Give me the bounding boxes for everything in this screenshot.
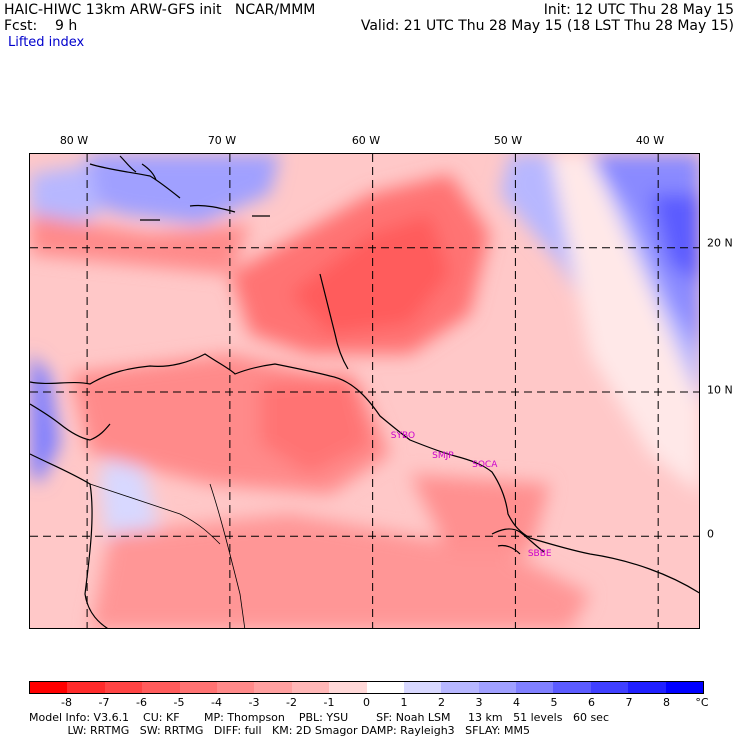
color-scale-swatch <box>216 682 255 693</box>
color-scale-tick-label: 3 <box>475 696 483 709</box>
color-scale-swatch <box>441 682 479 693</box>
color-scale-bar <box>29 681 704 694</box>
init-time: Init: 12 UTC Thu 28 May 15 <box>543 2 734 18</box>
model-info-line-1: Model Info: V3.6.1 CU: KF MP: Thompson P… <box>29 711 609 724</box>
lon-label-80w: 80 W <box>59 134 89 147</box>
color-scale-unit: °C <box>695 696 709 709</box>
color-scale-tick-label: 1 <box>400 696 408 709</box>
color-scale-swatch <box>403 682 442 693</box>
coastline-bahamas <box>119 155 157 181</box>
lat-label-20n: 20 N <box>707 236 733 250</box>
color-scale-swatch <box>254 682 292 693</box>
coastline-central-america <box>30 403 111 441</box>
coastline-cuba <box>89 163 181 199</box>
coastline-amazon-delta <box>491 528 545 555</box>
color-scale-swatch <box>553 682 591 693</box>
color-scale-tick-label: 6 <box>588 696 595 709</box>
lon-label-70w: 70 W <box>207 134 237 147</box>
lifted-index-map <box>29 153 700 629</box>
color-scale-swatch <box>329 682 367 693</box>
station-soca[interactable]: SOCA <box>472 460 498 470</box>
color-scale-swatch <box>516 682 554 693</box>
color-scale-tick-label: 0 <box>363 696 370 709</box>
color-scale-swatch <box>30 682 68 693</box>
color-scale-swatch <box>142 682 180 693</box>
station-sybo[interactable]: SYBO <box>390 431 416 442</box>
color-scale-tick-label: -4 <box>211 696 222 709</box>
color-scale-swatch <box>628 682 666 693</box>
color-scale-swatch <box>179 682 217 693</box>
color-scale-swatch <box>590 682 629 693</box>
color-scale-swatch <box>67 682 105 693</box>
color-scale-tick-label: -6 <box>136 696 147 709</box>
valid-time: Valid: 21 UTC Thu 28 May 15 (18 LST Thu … <box>360 18 734 34</box>
color-scale-tick-label: 8 <box>663 696 670 709</box>
color-scale-tick-label: -8 <box>61 696 72 709</box>
color-scale-tick-label: -1 <box>323 696 335 709</box>
color-scale-swatch <box>291 682 330 693</box>
color-scale-swatch <box>478 682 517 693</box>
color-scale-tick-label: -3 <box>248 696 260 709</box>
color-scale-swatch <box>665 682 704 693</box>
map-canvas <box>30 154 699 628</box>
lon-label-40w: 40 W <box>635 134 665 147</box>
color-scale-tick-label: 5 <box>550 696 558 709</box>
coastline-south-america <box>30 353 699 594</box>
station-smjp[interactable]: SMJP <box>432 451 454 462</box>
model-info-line-2: LW: RRTMG SW: RRTMG DIFF: full KM: 2D Sm… <box>29 724 530 737</box>
color-scale-swatch <box>104 682 143 693</box>
forecast-hour: Fcst: 9 h <box>4 18 78 34</box>
color-scale-tick-label: 7 <box>625 696 633 709</box>
color-scale-tick-label: -7 <box>98 696 110 709</box>
coastlines <box>30 155 699 628</box>
lat-label-10n: 10 N <box>707 383 733 397</box>
coastline-hispaniola <box>189 204 236 213</box>
lon-label-50w: 50 W <box>493 134 523 147</box>
station-sbbe[interactable]: SBBE <box>527 549 552 560</box>
field-shading <box>30 154 699 628</box>
color-scale-tick-label: -5 <box>173 696 185 709</box>
color-scale-swatch <box>366 682 404 693</box>
model-title: HAIC-HIWC 13km ARW-GFS init NCAR/MMM <box>4 2 316 18</box>
lat-label-0: 0 <box>707 527 714 541</box>
coastline-lesser-antilles <box>319 273 349 370</box>
field-name: Lifted index <box>8 35 85 50</box>
graticule <box>30 154 699 628</box>
lon-label-60w: 60 W <box>351 134 381 147</box>
color-scale-tick-label: 2 <box>438 696 445 709</box>
color-scale-tick-label: 4 <box>513 696 520 709</box>
color-scale-tick-label: -2 <box>286 696 297 709</box>
